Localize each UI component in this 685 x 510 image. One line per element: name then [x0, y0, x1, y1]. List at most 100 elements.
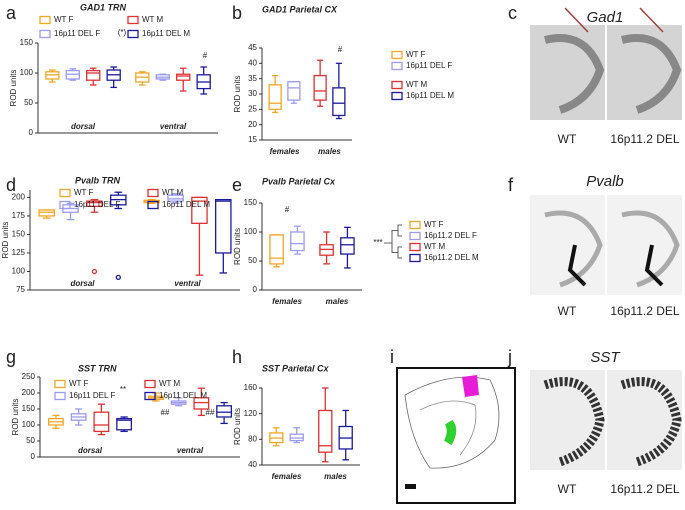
bracket	[384, 224, 402, 259]
box	[38, 209, 55, 217]
y-tick-label: 150	[12, 230, 26, 239]
group-label: dorsal	[71, 122, 96, 131]
legend-swatch	[409, 253, 421, 263]
image-label: WT	[558, 132, 577, 146]
y-tick-label: 125	[12, 248, 26, 257]
group-label: dorsal	[70, 279, 95, 288]
group-label: ventral	[174, 279, 201, 288]
section-image	[607, 370, 682, 470]
annotation: ***	[373, 238, 382, 247]
outlier	[115, 274, 121, 281]
legend-label: 16p11 DEL M	[142, 29, 190, 38]
legend-swatch	[54, 391, 66, 401]
section-image	[621, 34, 682, 114]
y-tick-label: 0	[253, 285, 258, 294]
legend-swatch	[144, 391, 156, 401]
annotation: **	[120, 385, 126, 394]
box	[93, 411, 110, 433]
section-image	[644, 244, 664, 287]
y-tick-label: 160	[244, 383, 258, 392]
box-plot	[313, 59, 327, 107]
y-axis-label: ROD units	[233, 228, 242, 265]
box-plot	[216, 401, 233, 425]
box	[86, 69, 101, 81]
box-plot	[269, 427, 284, 447]
annotation: #	[338, 45, 343, 54]
y-tick-label: 75	[16, 285, 25, 294]
panel-letter: i	[390, 347, 394, 367]
chart-title: SST TRN	[78, 363, 117, 373]
legend-label: 16p11.2 DEL M	[424, 253, 479, 262]
y-tick-label: 40	[248, 460, 257, 469]
group-label: females	[270, 147, 300, 156]
section-image	[544, 34, 605, 114]
image-label: 16p11.2 DEL	[610, 132, 679, 146]
legend-label: WT F	[74, 188, 94, 197]
y-tick-label: 0	[31, 452, 36, 461]
legend-swatch	[147, 200, 159, 210]
y-tick-label: 100	[22, 420, 36, 429]
panel-letter: j	[507, 347, 512, 367]
box	[269, 234, 284, 265]
box	[332, 87, 346, 117]
box-plot	[65, 68, 80, 81]
diagram-frame	[396, 367, 516, 504]
box-plot	[47, 414, 64, 429]
annotation: #	[285, 205, 290, 214]
legend-swatch	[409, 242, 421, 252]
y-tick-label: 200	[22, 388, 36, 397]
panel-letter: c	[508, 3, 517, 23]
image-title: SST	[590, 349, 621, 366]
group-label: males	[326, 297, 349, 306]
box-plot	[193, 387, 210, 417]
legend-swatch	[127, 29, 139, 39]
box	[268, 84, 282, 110]
box	[167, 194, 184, 202]
legend-label: 16p11.2 DEL F	[424, 231, 477, 240]
image-label: WT	[558, 304, 577, 318]
panel-letter: g	[6, 347, 16, 367]
box-plot	[269, 234, 284, 268]
y-tick-label: 100	[244, 227, 258, 236]
y-tick-label: 50	[26, 436, 35, 445]
chart-title: SST Parietal Cx	[262, 363, 330, 373]
y-tick-label: 35	[248, 74, 257, 83]
box	[116, 417, 133, 431]
annotation: ##	[206, 408, 215, 417]
legend-swatch	[391, 80, 403, 90]
box-plot	[38, 209, 55, 219]
group-label: males	[318, 147, 341, 156]
y-axis-label: ROD units	[1, 222, 10, 259]
cortex-region	[462, 375, 479, 397]
box-plot	[340, 226, 355, 269]
box-plot	[287, 81, 301, 104]
y-tick-label: 120	[244, 409, 258, 418]
box-plot	[70, 408, 87, 426]
legend-label: 16p11 DEL F	[74, 200, 120, 209]
legend-label: WT M	[159, 379, 181, 388]
brain-outline	[419, 400, 477, 456]
box-plot	[45, 69, 60, 83]
box-plot	[86, 67, 101, 86]
group-label: ventral	[160, 122, 187, 131]
box-plot	[319, 231, 334, 265]
legend-swatch	[59, 200, 71, 210]
y-tick-label: 100	[20, 68, 34, 77]
y-tick-label: 20	[248, 120, 257, 129]
legend-swatch	[54, 379, 66, 389]
legend-label: WT M	[162, 188, 184, 197]
box	[290, 231, 305, 252]
box-plot	[290, 225, 305, 255]
box	[340, 237, 355, 255]
legend-label: 16p11 DEL M	[406, 91, 454, 100]
box-plot	[155, 73, 170, 81]
group-label: ventral	[177, 446, 204, 455]
legend-label: WT M	[142, 15, 164, 24]
image-title: Pvalb	[586, 173, 624, 190]
legend-swatch	[59, 188, 71, 198]
panel-letter: d	[6, 175, 16, 195]
legend-swatch	[39, 29, 51, 39]
y-tick-label: 25	[248, 104, 257, 113]
legend-label: 16p11 DEL M	[159, 391, 207, 400]
group-label: males	[324, 472, 347, 481]
